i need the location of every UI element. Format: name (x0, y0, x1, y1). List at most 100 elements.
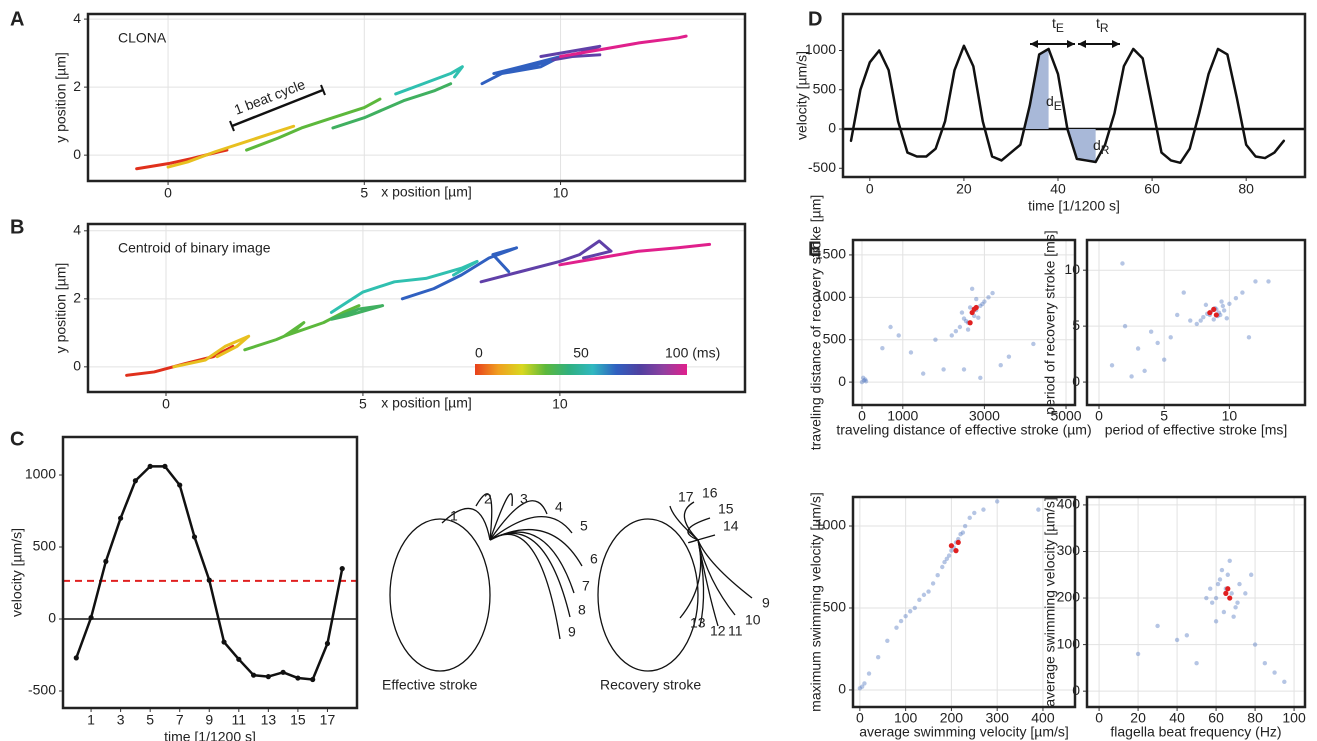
y-tick-label: 1000 (805, 41, 836, 57)
y-tick-label: 500 (813, 80, 837, 96)
point (969, 309, 975, 316)
point (1227, 558, 1232, 563)
point (1262, 661, 1268, 666)
panel-letter: D (808, 8, 822, 30)
y-tick-label: -500 (808, 159, 836, 175)
point (944, 556, 950, 562)
y-axis-label: average swimming velocity [µm/s] (1042, 497, 1058, 707)
point (1282, 679, 1287, 685)
x-axis-label: period of effective stroke [ms] (1105, 422, 1288, 438)
point (967, 305, 973, 310)
line (243, 304, 361, 352)
y-tick-label: 500 (823, 330, 847, 346)
point (894, 625, 899, 630)
x-axis-label: traveling distance of effective stroke (… (836, 422, 1091, 438)
y-tick-label: 0 (73, 146, 81, 162)
point (930, 581, 936, 586)
point (1218, 312, 1223, 318)
x-tick-label: 20 (1130, 710, 1146, 726)
marker (206, 577, 212, 583)
point (953, 329, 959, 334)
point (903, 613, 908, 619)
line (331, 82, 453, 130)
shaded-area (1067, 129, 1096, 163)
x-tick-label: 0 (858, 408, 866, 424)
point (861, 375, 866, 381)
stroke-number: 10 (745, 612, 761, 628)
x-tick-label: 9 (205, 712, 213, 728)
y-axis-label: y position [µm] (53, 263, 69, 354)
flagellum (688, 534, 716, 544)
x-axis-label: x position [µm] (381, 395, 472, 411)
flagellum (441, 507, 491, 541)
flagellum (669, 505, 699, 541)
marker (177, 482, 183, 488)
cell-body (597, 518, 699, 672)
x-tick-label: 200 (940, 710, 964, 726)
marker (236, 656, 242, 662)
y-tick-label: 1000 (815, 288, 846, 304)
y-tick-label: 4 (73, 222, 81, 238)
x-tick-label: 400 (1031, 710, 1055, 726)
point (863, 379, 869, 384)
y-axis-label: velocity [µm/s] (794, 51, 810, 140)
flagella (441, 493, 753, 640)
flagellum (489, 515, 573, 541)
x-axis-label: time [1/1200 s] (1028, 198, 1120, 214)
point (1194, 661, 1199, 666)
point (1155, 623, 1160, 629)
marker (250, 672, 257, 678)
annotation-text: d (1046, 93, 1054, 109)
marker (280, 669, 286, 675)
plot-annotation: Centroid of binary image (118, 240, 271, 256)
colorbar (475, 364, 687, 375)
annotation-text: t (1052, 15, 1056, 31)
annotation: dR (1093, 137, 1110, 157)
stroke-number: 7 (582, 578, 590, 594)
marker (162, 463, 168, 469)
point (1220, 303, 1226, 309)
y-tick-label: 0 (1072, 373, 1080, 389)
point (948, 543, 955, 549)
point (908, 350, 914, 355)
y-tick-label: 5 (1072, 317, 1080, 333)
point (986, 295, 991, 300)
point (1031, 341, 1036, 347)
x-tick-label: 5 (146, 712, 154, 728)
x-tick-label: 60 (1144, 181, 1160, 197)
diagram-caption: Effective stroke (382, 677, 478, 693)
x-tick-label: 0 (1095, 408, 1103, 424)
point (958, 532, 963, 537)
y-tick-label: 4 (73, 10, 81, 26)
x-tick-label: 7 (176, 712, 184, 728)
point (1161, 357, 1167, 362)
y-tick-label: 500 (823, 599, 847, 615)
y-tick-label: 0 (838, 681, 846, 697)
point (961, 367, 967, 372)
y-tick-label: -500 (28, 682, 56, 698)
point (1221, 308, 1227, 313)
x-tick-label: 11 (232, 712, 247, 728)
y-tick-label: 2 (73, 290, 81, 306)
point (1135, 346, 1141, 351)
y-tick-label: 2 (73, 78, 81, 94)
x-tick-label: 13 (261, 712, 277, 728)
point (978, 303, 983, 308)
flagellum (489, 500, 548, 541)
beat-cycle-end (320, 84, 326, 96)
point (1253, 279, 1258, 284)
point (935, 572, 940, 578)
point (1006, 354, 1012, 359)
x-tick-label: 60 (1208, 710, 1224, 726)
point (1188, 318, 1193, 323)
point (1229, 591, 1234, 596)
point (1231, 614, 1236, 619)
point (912, 605, 917, 611)
flagellum (697, 539, 753, 599)
point (949, 333, 954, 338)
y-tick-label: 400 (1057, 496, 1081, 512)
point (1243, 591, 1248, 596)
